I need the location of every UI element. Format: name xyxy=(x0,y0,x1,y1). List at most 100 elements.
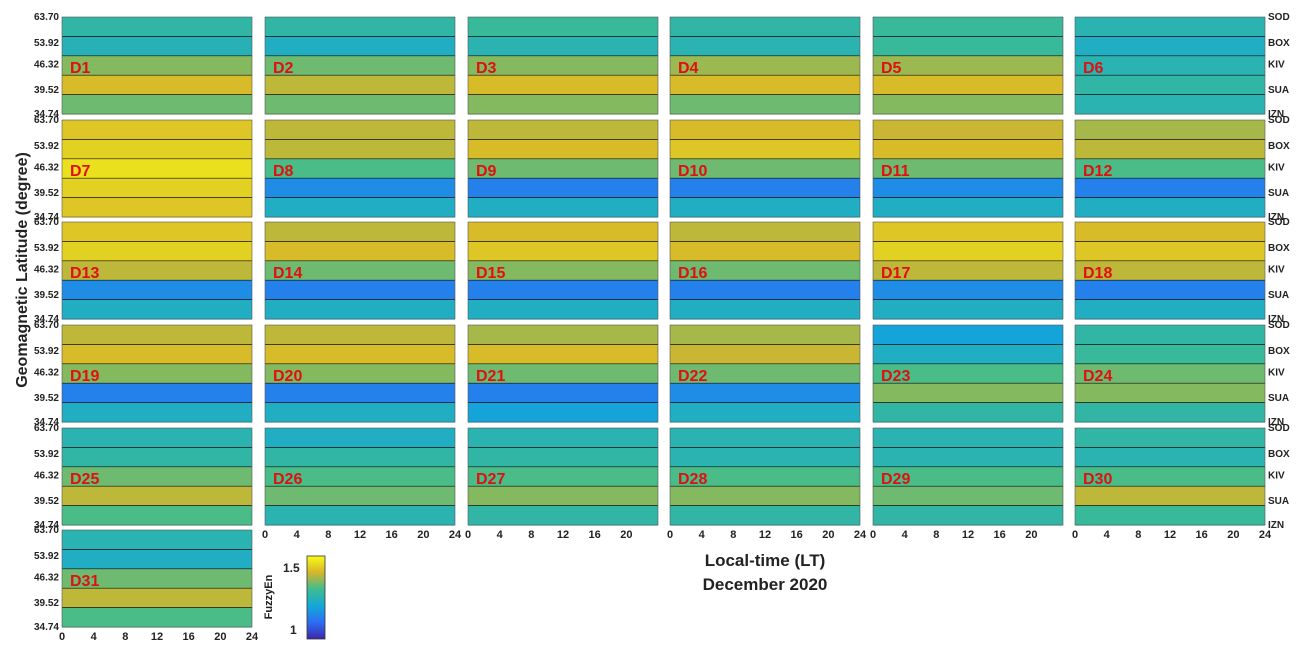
contour-band xyxy=(873,178,1063,199)
contour-band xyxy=(468,325,658,345)
panel-frame xyxy=(61,16,253,115)
x-tick-label: 0 xyxy=(262,529,268,541)
x-tick-label: 20 xyxy=(620,529,632,541)
contour-band xyxy=(62,530,252,550)
contour-band xyxy=(873,428,1063,448)
y-tick-label: 46.32 xyxy=(34,368,59,379)
x-tick-label: 12 xyxy=(151,631,163,643)
contour-band xyxy=(468,94,658,115)
contour-band xyxy=(62,466,252,487)
station-label: BOX xyxy=(1268,449,1290,460)
contour-band xyxy=(1075,402,1265,423)
panel-label: D12 xyxy=(1083,163,1112,180)
contour-band xyxy=(265,120,455,140)
x-tick-label: 16 xyxy=(791,529,803,541)
contour-band xyxy=(62,139,252,160)
x-tick-label: 12 xyxy=(1164,529,1176,541)
contour-band xyxy=(62,178,252,199)
x-tick-label: 20 xyxy=(214,631,226,643)
contour-band xyxy=(265,363,455,384)
contour-band xyxy=(265,139,455,160)
panel-label: D4 xyxy=(678,60,699,77)
panel-d24: D24 SOD BOX KIV SUA IZN xyxy=(1074,320,1290,428)
station-label: KIV xyxy=(1268,163,1285,174)
panel-label: D2 xyxy=(273,60,294,77)
x-tick-label: 24 xyxy=(854,529,867,541)
panel-d18: D18 SOD BOX KIV SUA IZN xyxy=(1074,217,1290,325)
panel-d25: D25 63.70 53.92 46.32 39.52 34.74 xyxy=(34,423,253,531)
x-tick-label: 16 xyxy=(386,529,398,541)
x-axis-label: Local-time (LT) xyxy=(705,551,826,570)
station-label: IZN xyxy=(1268,520,1284,531)
x-tick-label: 0 xyxy=(1072,529,1078,541)
contour-band xyxy=(62,344,252,365)
contour-band xyxy=(670,466,860,487)
y-tick-label: 39.52 xyxy=(34,85,59,96)
contour-band xyxy=(1075,505,1265,526)
panel-frame xyxy=(467,427,659,526)
contour-band xyxy=(62,241,252,262)
contour-band xyxy=(62,197,252,218)
y-tick-label: 34.74 xyxy=(34,417,59,428)
panel-d21: D21 xyxy=(467,324,659,423)
panel-label: D30 xyxy=(1083,471,1112,488)
contour-band xyxy=(1075,36,1265,57)
panel-frame xyxy=(669,427,861,526)
contour-band xyxy=(62,568,252,589)
panel-label: D11 xyxy=(881,163,910,180)
panel-frame xyxy=(1074,324,1266,423)
panel-d27: D27 0 4 8 12 16 20 xyxy=(465,427,659,541)
panel-label: D14 xyxy=(273,265,302,282)
y-tick-label: 63.70 xyxy=(34,423,59,434)
panel-frame xyxy=(61,427,253,526)
station-label: SOD xyxy=(1268,115,1290,126)
contour-band xyxy=(873,486,1063,507)
contour-band xyxy=(468,486,658,507)
contour-band xyxy=(265,466,455,487)
contour-band xyxy=(265,36,455,57)
contour-band xyxy=(873,120,1063,140)
contour-band xyxy=(468,447,658,468)
y-tick-label: 63.70 xyxy=(34,12,59,23)
panel-frame xyxy=(264,427,456,526)
contour-band xyxy=(1075,447,1265,468)
contour-band xyxy=(873,94,1063,115)
colorbar xyxy=(306,555,326,640)
y-tick-label: 63.70 xyxy=(34,115,59,126)
panel-label: D18 xyxy=(1083,265,1112,282)
contour-band xyxy=(468,241,658,262)
contour-band xyxy=(1075,260,1265,281)
contour-band xyxy=(670,36,860,57)
y-tick-label: 53.92 xyxy=(34,243,59,254)
station-label: BOX xyxy=(1268,346,1290,357)
contour-band xyxy=(1075,178,1265,199)
contour-band xyxy=(468,139,658,160)
contour-band xyxy=(873,280,1063,301)
panel-label: D21 xyxy=(476,368,505,385)
station-label: SOD xyxy=(1268,217,1290,228)
contour-band xyxy=(670,75,860,96)
station-label: SUA xyxy=(1268,85,1289,96)
contour-band xyxy=(1075,280,1265,301)
panel-frame xyxy=(1074,221,1266,320)
contour-band xyxy=(873,402,1063,423)
x-tick-label: 4 xyxy=(902,529,909,541)
contour-band xyxy=(265,447,455,468)
panel-d28: D28 0 4 8 12 16 20 24 xyxy=(667,427,867,541)
panel-frame xyxy=(669,221,861,320)
contour-band xyxy=(265,299,455,320)
contour-band xyxy=(62,325,252,345)
y-tick-label: 39.52 xyxy=(34,290,59,301)
panel-frame xyxy=(872,427,1064,526)
contour-band xyxy=(265,94,455,115)
contour-band xyxy=(265,158,455,179)
panel-label: D31 xyxy=(70,573,99,590)
contour-band xyxy=(670,402,860,423)
panel-frame xyxy=(467,16,659,115)
panel-label: D13 xyxy=(70,265,99,282)
panel-frame xyxy=(61,324,253,423)
contour-band xyxy=(62,280,252,301)
panel-label: D25 xyxy=(70,471,99,488)
contour-band xyxy=(468,36,658,57)
